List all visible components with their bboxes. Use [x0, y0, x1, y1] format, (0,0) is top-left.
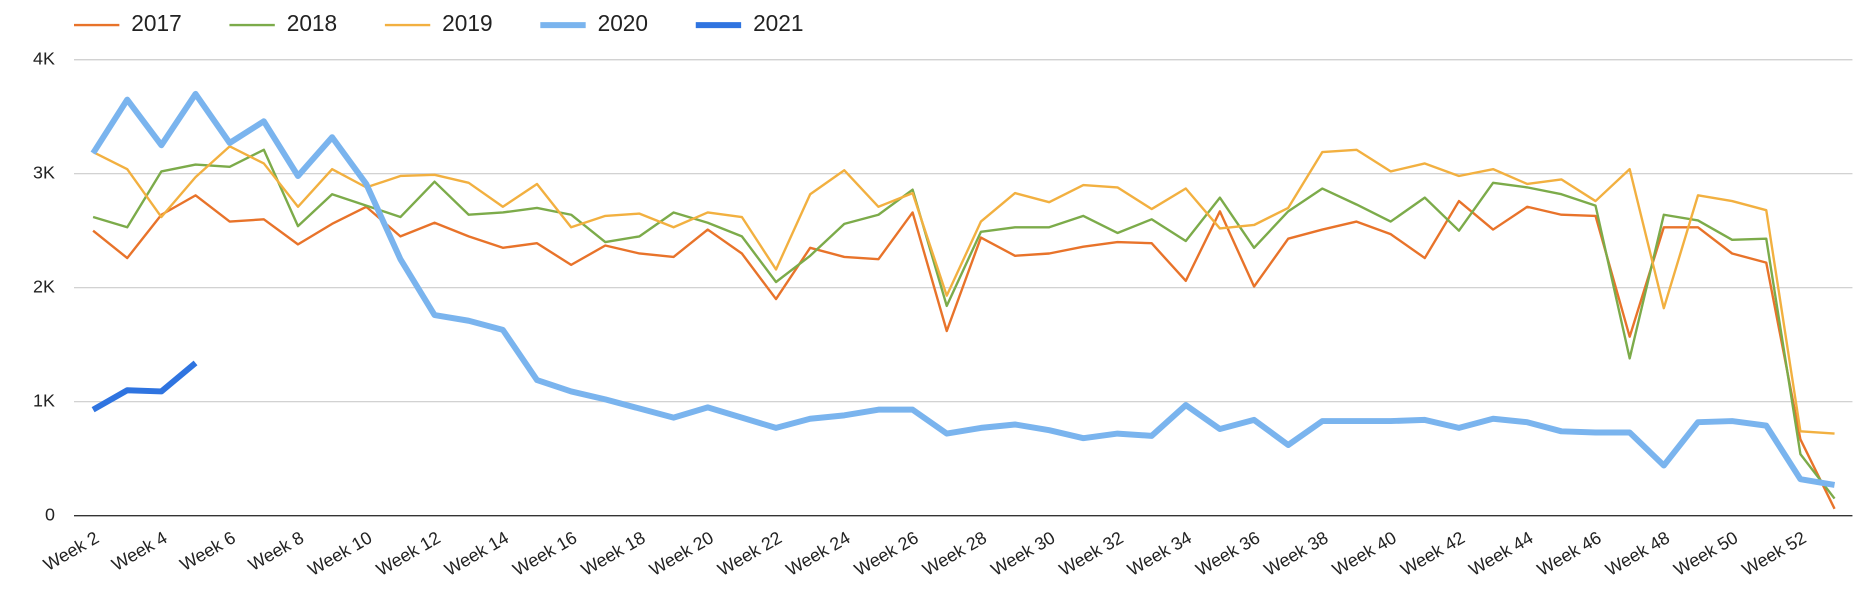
x-tick-label: Week 12 [373, 527, 444, 579]
y-tick-label: 2K [33, 276, 55, 296]
series-line [92, 145, 1835, 435]
x-tick-label: Week 22 [714, 527, 785, 579]
series-line [90, 90, 1836, 488]
x-tick-label: Week 24 [783, 527, 854, 579]
x-tick-label: Week 8 [245, 527, 307, 575]
x-tick-label: Week 28 [919, 527, 990, 579]
x-tick-label: Week 26 [851, 527, 922, 579]
x-tick-label: Week 40 [1329, 527, 1400, 579]
legend-label: 2021 [753, 10, 803, 36]
x-tick-label: Week 6 [177, 527, 239, 575]
legend-label: 2017 [131, 10, 181, 36]
series-line [92, 194, 1836, 510]
x-tick-label: Week 48 [1602, 527, 1673, 579]
legend-label: 2020 [598, 10, 648, 36]
x-tick-label: Week 4 [108, 527, 170, 575]
y-tick-label: 3K [33, 162, 55, 182]
x-tick-label: Week 30 [987, 527, 1058, 579]
x-tick-label: Week 36 [1192, 527, 1263, 579]
y-tick-label: 0 [45, 504, 55, 524]
x-tick-label: Week 34 [1124, 527, 1195, 579]
x-tick-label: Week 10 [305, 527, 376, 579]
x-tick-label: Week 44 [1466, 527, 1537, 579]
y-tick-label: 4K [33, 48, 55, 68]
series-line [92, 148, 1836, 500]
x-tick-label: Week 2 [40, 527, 102, 575]
x-tick-label: Week 16 [509, 527, 580, 579]
x-tick-label: Week 38 [1261, 527, 1332, 579]
x-tick-label: Week 20 [646, 527, 717, 579]
x-tick-label: Week 42 [1397, 527, 1468, 579]
y-tick-label: 1K [33, 390, 55, 410]
x-tick-label: Week 46 [1534, 527, 1605, 579]
x-tick-label: Week 32 [1056, 527, 1127, 579]
x-tick-label: Week 14 [441, 527, 512, 579]
legend-label: 2019 [442, 10, 492, 36]
series-line [91, 360, 198, 413]
x-tick-label: Week 50 [1670, 527, 1741, 579]
legend-label: 2018 [287, 10, 337, 36]
x-tick-label: Week 52 [1739, 527, 1810, 579]
x-tick-label: Week 18 [578, 527, 649, 579]
